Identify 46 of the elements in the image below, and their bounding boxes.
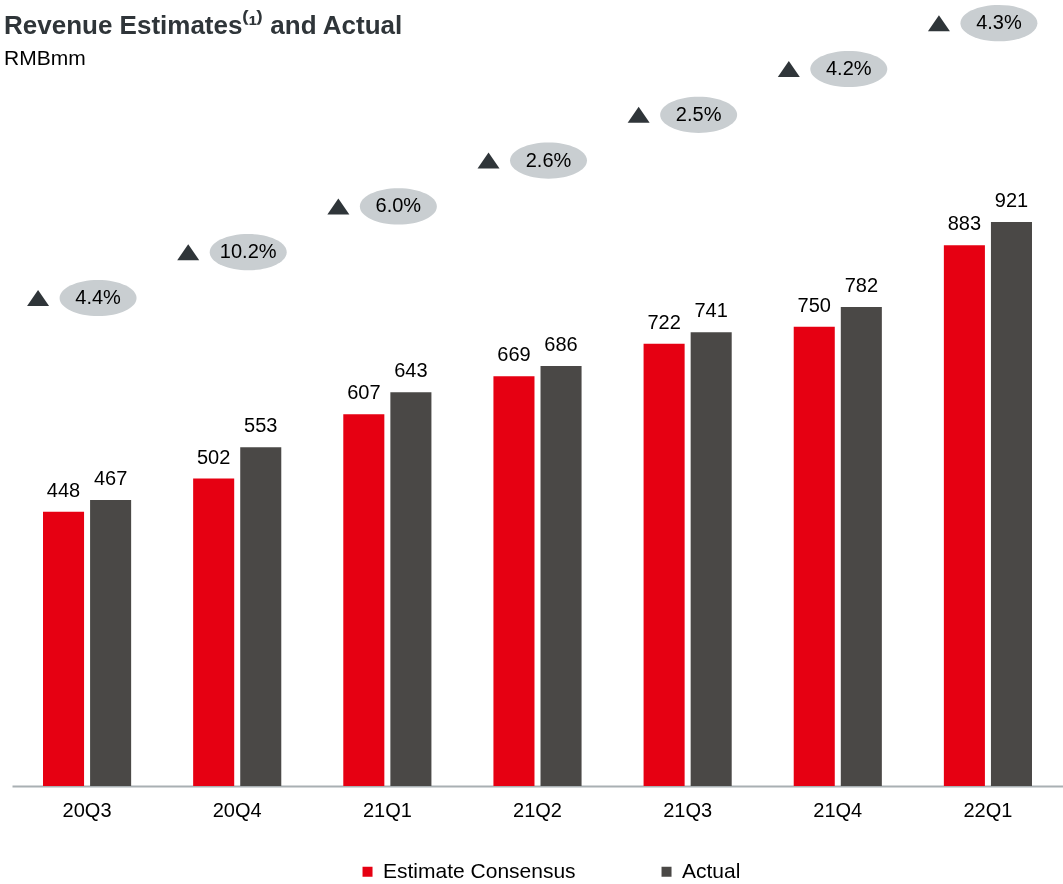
bar <box>540 365 582 786</box>
x-tick-label: 20Q3 <box>62 798 112 821</box>
data-label: 502 <box>196 445 231 468</box>
x-tick-label: 21Q2 <box>513 798 562 821</box>
data-label: 782 <box>844 274 879 297</box>
text: 2.6% <box>525 148 572 171</box>
data-label: 750 <box>797 293 831 316</box>
data-label: 686 <box>544 332 578 355</box>
data-label: 741 <box>694 299 728 322</box>
bar <box>343 414 385 786</box>
bar <box>90 500 132 786</box>
data-label: 607 <box>347 381 381 404</box>
bar <box>793 326 835 786</box>
legend-label: Actual <box>682 858 741 882</box>
data-label: 643 <box>394 359 428 382</box>
data-label: 722 <box>647 310 681 333</box>
chart-title: Revenue Estimates⁽¹⁾ and Actual <box>4 9 403 40</box>
x-tick-label: 20Q4 <box>212 798 262 821</box>
data-label: 467 <box>93 467 128 490</box>
x-tick-label: 22Q1 <box>963 798 1013 821</box>
bar <box>690 332 732 786</box>
bar <box>240 447 282 786</box>
x-tick-label: 21Q4 <box>813 798 863 821</box>
legend-label: Estimate Consensus <box>383 858 576 882</box>
text: 4.2% <box>825 57 872 79</box>
x-tick-label: 21Q3 <box>663 798 713 821</box>
chart-subtitle: RMBmm <box>4 46 86 69</box>
text: 4.3% <box>976 11 1022 34</box>
x-tick-label: 21Q1 <box>362 798 412 821</box>
data-label: 921 <box>994 189 1029 211</box>
data-label: 669 <box>497 343 531 366</box>
bar <box>193 478 235 786</box>
bar <box>990 222 1032 786</box>
data-label: 553 <box>244 414 278 437</box>
bar <box>493 376 535 786</box>
text: 6.0% <box>375 194 422 217</box>
data-label: 448 <box>46 478 81 501</box>
bar <box>943 245 985 786</box>
data-label: 883 <box>947 212 982 235</box>
annotation: 10.2% <box>219 240 277 263</box>
bar <box>840 307 882 786</box>
bar <box>643 343 685 786</box>
annotation: 4.4% <box>75 286 122 308</box>
bar <box>43 511 85 786</box>
text: 2.5% <box>675 102 722 125</box>
bar <box>390 392 432 786</box>
